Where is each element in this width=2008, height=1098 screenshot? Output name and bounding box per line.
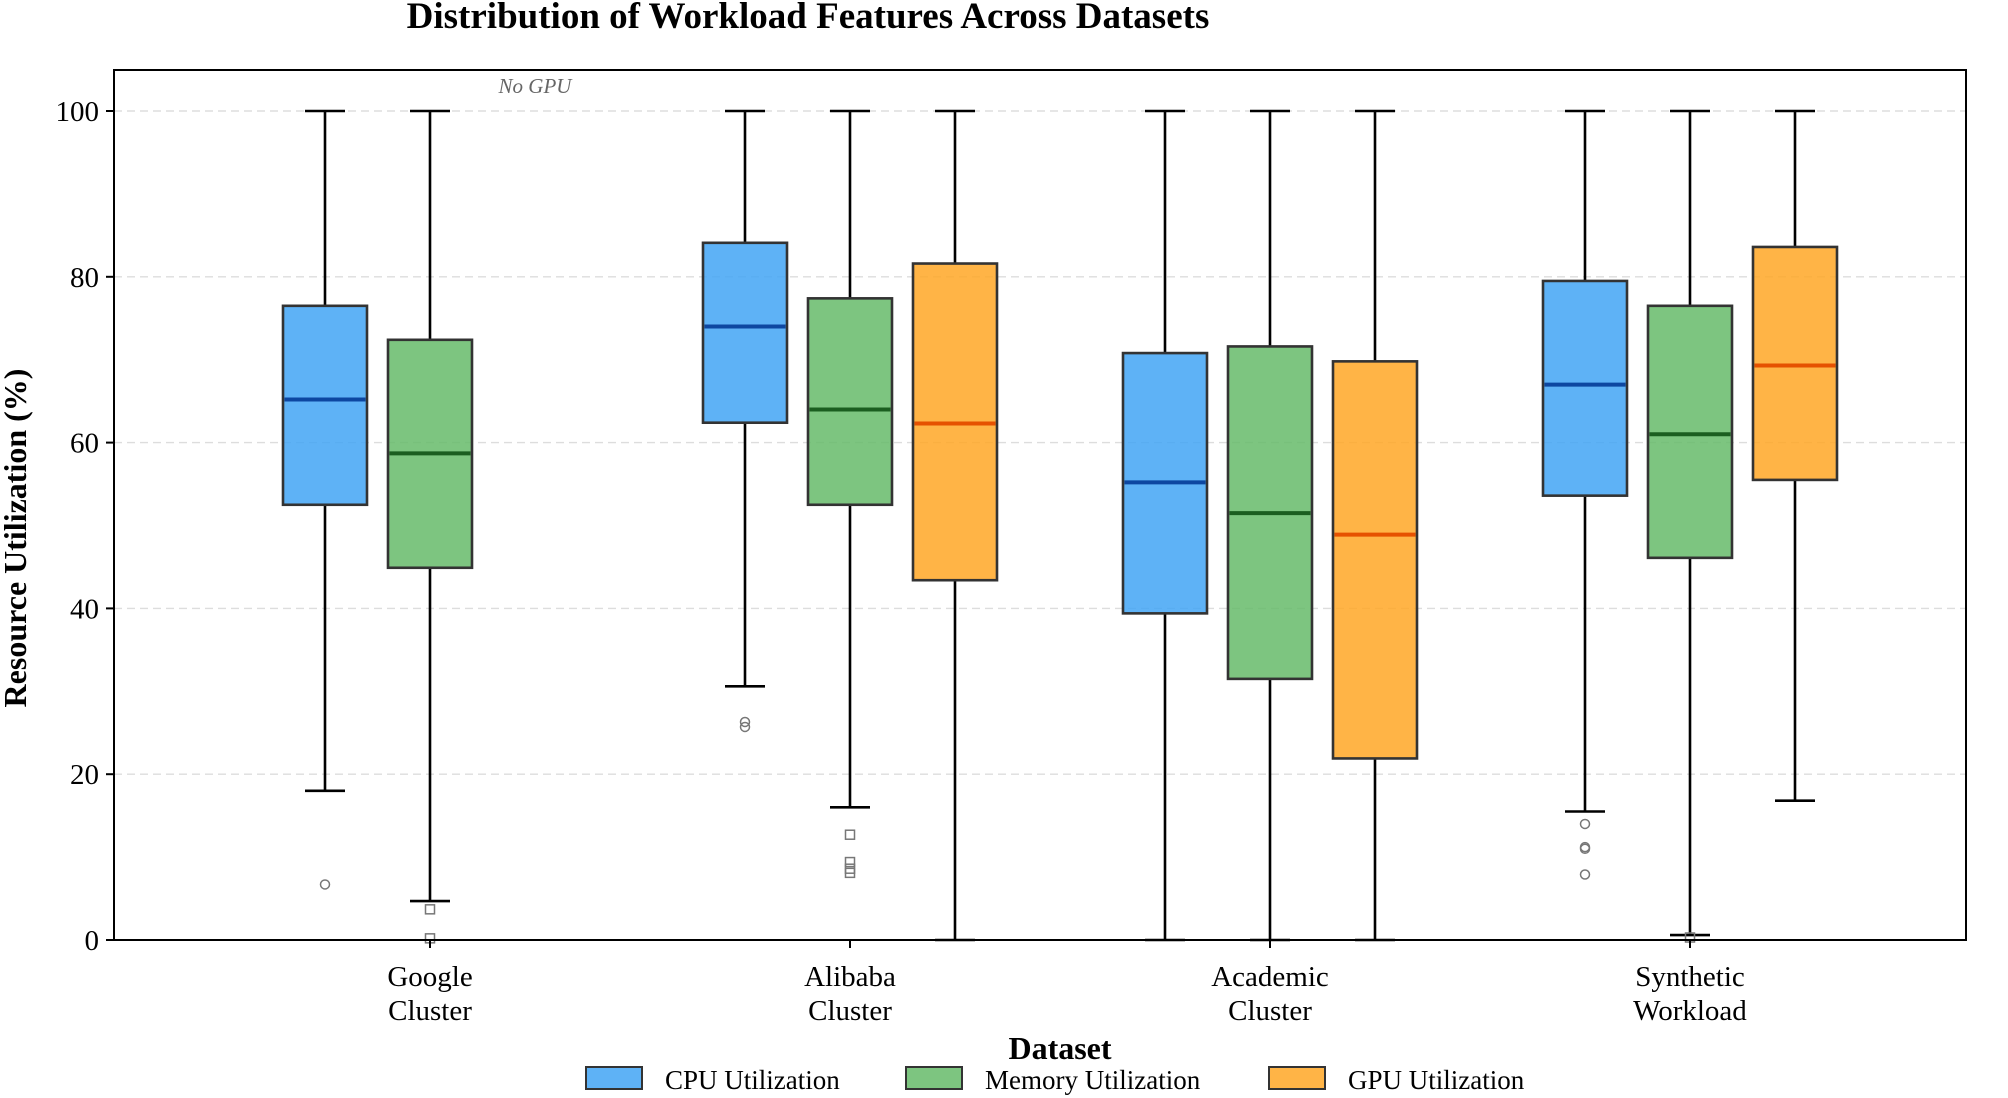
x-tick-label: Cluster: [808, 995, 892, 1027]
legend-item: GPU Utilization: [1268, 1065, 1525, 1095]
x-tick-label: Academic: [1211, 961, 1329, 993]
box: [701, 241, 789, 425]
y-tick-label: 80: [70, 262, 99, 294]
x-tick-label: Cluster: [388, 995, 472, 1027]
legend-label: Memory Utilization: [985, 1065, 1201, 1095]
box-plot: [281, 109, 369, 890]
annotation-text: No GPU: [498, 74, 574, 98]
y-tick-label: 40: [70, 593, 99, 625]
outlier-point: [319, 879, 331, 890]
outlier-point: [1579, 843, 1591, 855]
legend-item: CPU Utilization: [585, 1065, 840, 1095]
legend-item: Memory Utilization: [905, 1065, 1201, 1095]
x-axis-label: Dataset: [1008, 1030, 1111, 1066]
box: [1751, 245, 1839, 482]
box-plot: [701, 109, 789, 733]
legend-label: GPU Utilization: [1348, 1065, 1525, 1095]
box: [1541, 279, 1629, 497]
outlier-point: [844, 867, 856, 879]
box-plot: [1331, 109, 1419, 942]
box-plot: [1646, 109, 1734, 943]
box-plot: [386, 109, 474, 944]
legend-swatch: [1268, 1066, 1326, 1090]
box: [806, 297, 894, 507]
box: [1646, 304, 1734, 560]
x-tick-label: Cluster: [1228, 995, 1312, 1027]
plot-frame: [113, 69, 1967, 941]
box-plot: [1541, 109, 1629, 880]
outlier-point: [1579, 869, 1591, 880]
y-axis-ticks: 0 20 40 60 80 100: [56, 96, 114, 957]
x-tick-label: Synthetic: [1635, 961, 1745, 993]
box-plot: [911, 109, 999, 942]
y-tick-label: 20: [70, 759, 99, 791]
y-tick-label: 60: [70, 428, 99, 460]
box-plot: [1751, 109, 1839, 803]
x-tick-label: Workload: [1633, 995, 1747, 1027]
x-tick-label: Alibaba: [804, 961, 896, 993]
legend: CPU Utilization Memory Utilization GPU Uti…: [585, 1065, 1525, 1095]
box: [281, 304, 369, 507]
y-tick-label: 0: [85, 925, 100, 957]
box-plot: [1121, 109, 1209, 942]
box-plot: [806, 109, 894, 879]
box-plot: [1226, 109, 1314, 942]
x-tick-label: Google: [387, 961, 472, 993]
annotations: No GPU: [498, 74, 574, 98]
grid: [114, 110, 1966, 775]
legend-label: CPU Utilization: [665, 1065, 840, 1095]
outlier-point: [739, 716, 751, 728]
box: [1331, 360, 1419, 760]
outlier-point: [739, 721, 751, 733]
y-axis-label: Resource Utilization (%): [0, 369, 33, 708]
outlier-point: [844, 829, 856, 840]
y-tick-label: 100: [56, 96, 100, 128]
outlier-point: [844, 856, 856, 868]
chart-title: Distribution of Workload Features Across…: [407, 0, 1210, 37]
x-axis-categories: GoogleClusterAlibabaClusterAcademicClust…: [387, 940, 1747, 1027]
legend-swatch: [585, 1066, 643, 1090]
outlier-point: [1579, 818, 1591, 830]
box-plots: [281, 109, 1839, 944]
legend-swatch: [905, 1066, 963, 1090]
outlier-point: [424, 904, 436, 915]
